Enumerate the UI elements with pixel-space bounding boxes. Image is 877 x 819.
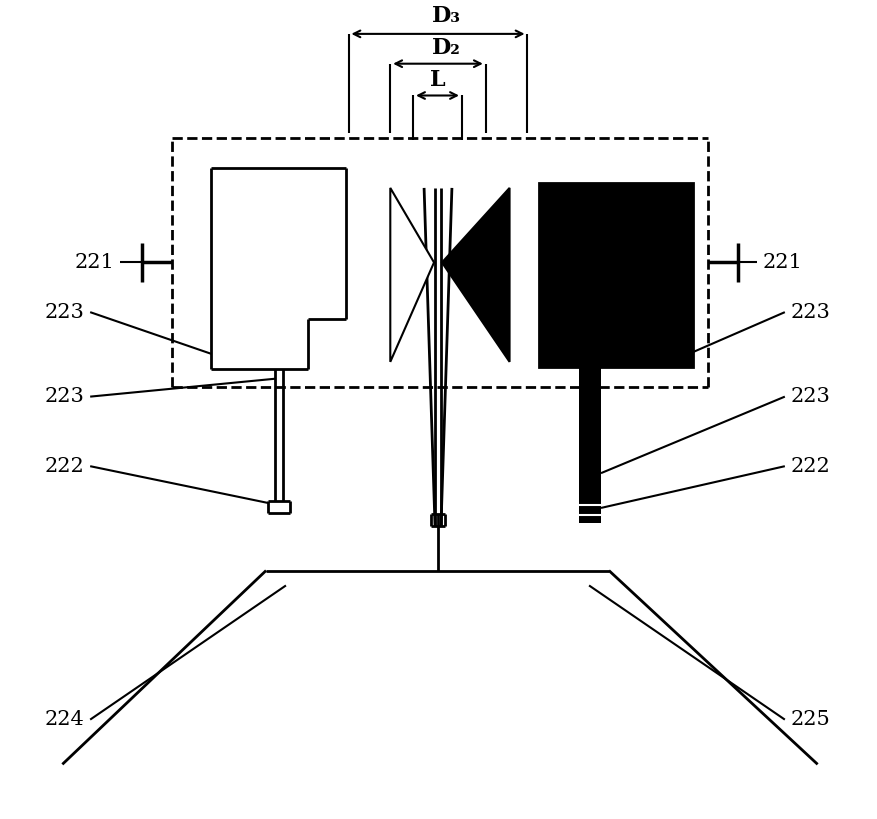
Polygon shape (442, 188, 510, 362)
Text: 223: 223 (791, 387, 831, 406)
Text: 222: 222 (45, 457, 84, 476)
Text: 221: 221 (75, 253, 114, 272)
Text: 223: 223 (45, 387, 84, 406)
Text: D₂: D₂ (431, 37, 460, 59)
Text: 225: 225 (791, 710, 831, 729)
Bar (385, 183, 519, 367)
Text: D₃: D₃ (431, 5, 460, 27)
Text: 221: 221 (763, 253, 802, 272)
Text: 223: 223 (791, 303, 831, 322)
Text: L: L (430, 69, 446, 91)
Bar (579, 367, 601, 523)
Text: 222: 222 (791, 457, 831, 476)
Text: 223: 223 (45, 303, 84, 322)
Text: 224: 224 (45, 710, 84, 729)
Polygon shape (390, 188, 434, 362)
Bar (211, 168, 346, 369)
Bar (539, 183, 694, 367)
